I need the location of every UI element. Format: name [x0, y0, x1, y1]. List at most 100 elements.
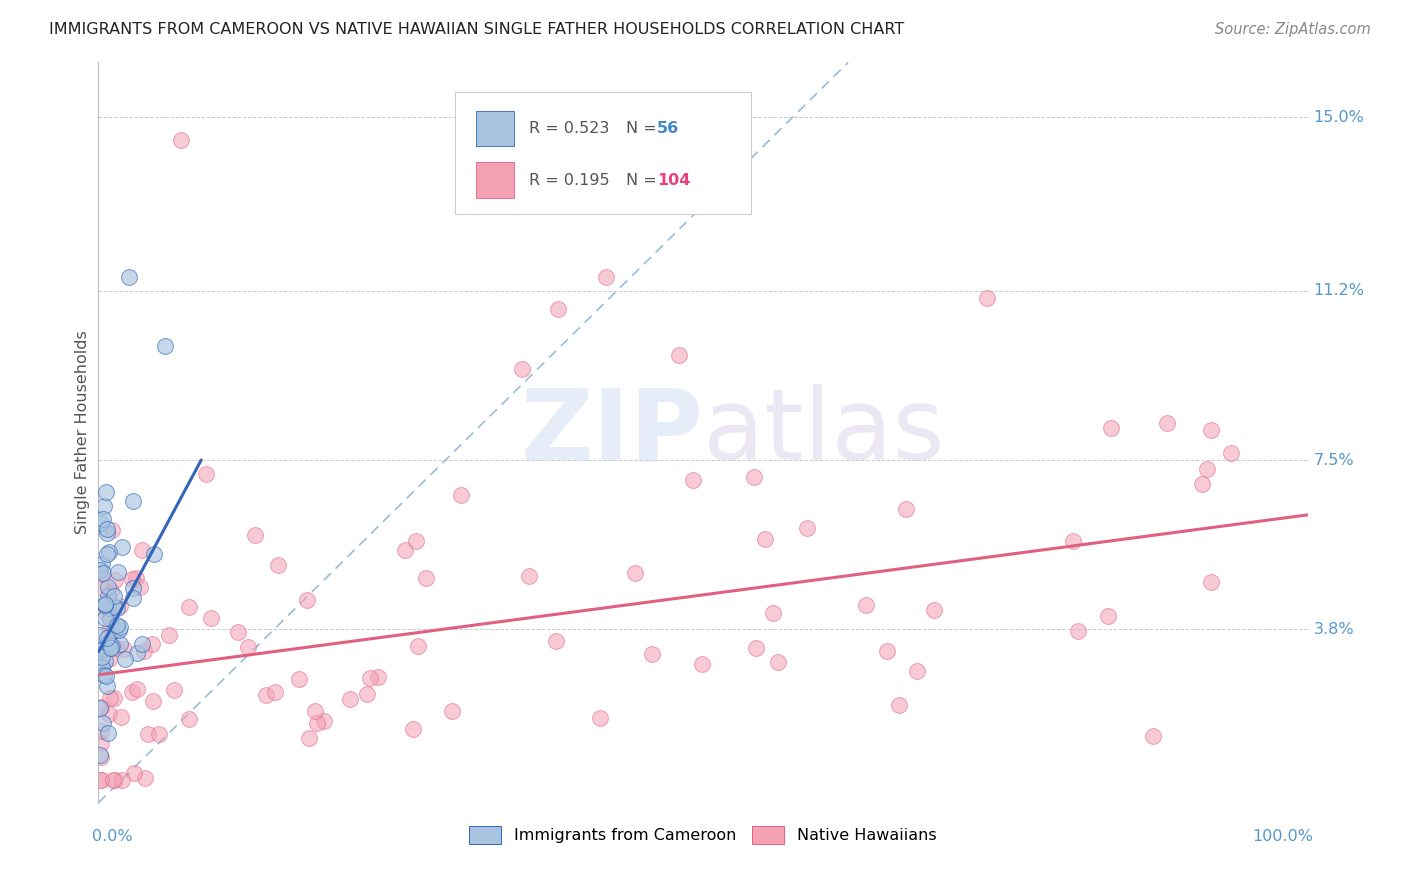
Point [142, 694, 165, 708]
Point [1062, 534, 1084, 549]
Point [98, 691, 121, 706]
Point [595, 270, 617, 285]
Point [682, 474, 704, 488]
Point [90, 723, 112, 738]
Point [243, 528, 266, 542]
Point [110, 599, 132, 613]
Point [1156, 416, 1178, 430]
Point [121, 572, 143, 586]
FancyBboxPatch shape [475, 162, 515, 198]
Text: R = 0.195: R = 0.195 [529, 173, 610, 187]
Point [89, 700, 111, 714]
Point [134, 771, 156, 785]
Point [97, 635, 120, 649]
Point [517, 569, 540, 583]
Point [98, 641, 121, 656]
Legend: Immigrants from Cameroon, Native Hawaiians: Immigrants from Cameroon, Native Hawaiia… [463, 819, 943, 850]
Point [90, 699, 112, 714]
Point [103, 589, 125, 603]
Point [367, 670, 389, 684]
Point [796, 521, 818, 535]
Text: 104: 104 [657, 173, 690, 187]
Point [131, 543, 153, 558]
Point [744, 641, 766, 656]
Point [97, 590, 120, 604]
Point [153, 339, 176, 353]
Point [89, 563, 111, 577]
Point [415, 570, 437, 584]
Point [127, 682, 149, 697]
Point [96, 679, 118, 693]
Point [96, 607, 118, 621]
Point [131, 637, 153, 651]
Point [668, 348, 690, 362]
Point [96, 631, 118, 645]
Point [1201, 423, 1223, 437]
Text: R = 0.523: R = 0.523 [529, 120, 609, 136]
Point [742, 470, 765, 484]
Point [98, 622, 121, 636]
Text: IMMIGRANTS FROM CAMEROON VS NATIVE HAWAIIAN SINGLE FATHER HOUSEHOLDS CORRELATION: IMMIGRANTS FROM CAMEROON VS NATIVE HAWAI… [49, 22, 904, 37]
Point [162, 682, 184, 697]
Point [112, 642, 135, 657]
Point [267, 558, 290, 572]
Point [976, 291, 998, 305]
Point [111, 541, 134, 555]
Point [108, 620, 131, 634]
Point [1195, 462, 1218, 476]
Text: Source: ZipAtlas.com: Source: ZipAtlas.com [1215, 22, 1371, 37]
Text: N =: N = [626, 173, 661, 187]
Point [94, 654, 117, 668]
FancyBboxPatch shape [456, 92, 751, 214]
Point [905, 664, 928, 678]
Point [89, 747, 111, 762]
Text: ZIP: ZIP [520, 384, 703, 481]
Point [104, 640, 127, 655]
Point [90, 567, 112, 582]
Point [110, 637, 132, 651]
Point [1067, 624, 1090, 638]
Point [103, 600, 125, 615]
Point [121, 591, 143, 605]
Point [101, 772, 124, 787]
Point [94, 669, 117, 683]
Point [312, 714, 335, 728]
Point [100, 640, 122, 654]
Point [141, 636, 163, 650]
Point [114, 651, 136, 665]
Point [690, 657, 713, 671]
Text: atlas: atlas [703, 384, 945, 481]
Point [107, 565, 129, 579]
Point [402, 722, 425, 736]
Point [103, 690, 125, 705]
Point [100, 583, 122, 598]
Point [136, 726, 159, 740]
Point [90, 582, 112, 596]
Point [104, 772, 127, 787]
Point [761, 606, 783, 620]
Point [394, 542, 416, 557]
Point [124, 571, 146, 585]
Point [544, 633, 567, 648]
Point [97, 600, 120, 615]
Point [121, 685, 143, 699]
Point [90, 772, 112, 787]
Text: N =: N = [626, 120, 661, 136]
Point [96, 522, 118, 536]
Point [441, 704, 464, 718]
Point [90, 660, 112, 674]
Point [100, 640, 122, 655]
Point [195, 467, 218, 482]
Point [103, 573, 125, 587]
Point [93, 668, 115, 682]
Point [98, 612, 121, 626]
Point [97, 726, 120, 740]
Point [510, 361, 533, 376]
Point [124, 766, 146, 780]
Point [91, 566, 114, 580]
Point [90, 516, 112, 531]
Point [589, 711, 612, 725]
Point [94, 598, 117, 612]
Point [876, 643, 898, 657]
Point [96, 526, 118, 541]
